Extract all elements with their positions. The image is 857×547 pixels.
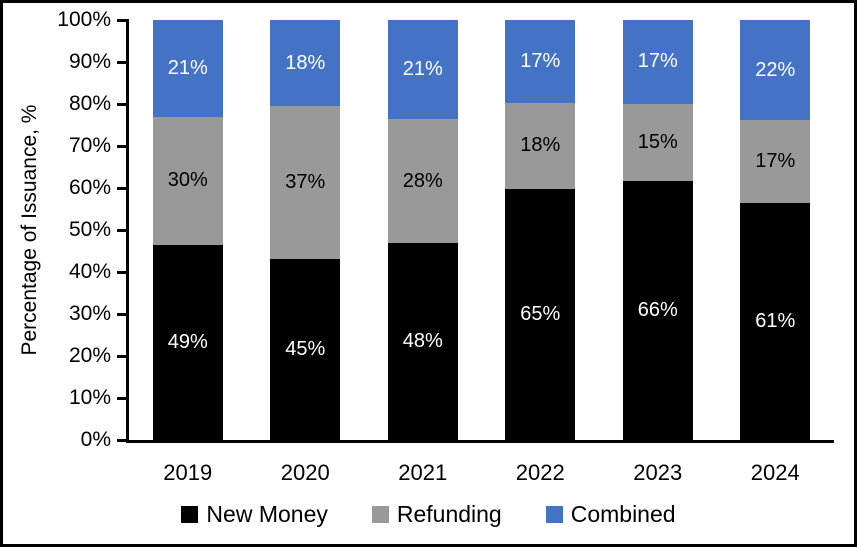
y-tick-mark [117, 102, 126, 106]
x-tick-label-2023: 2023 [633, 460, 683, 485]
bar-segment-label: 21% [402, 58, 443, 80]
bar-segment-2022-combined: 17% [505, 19, 576, 103]
bar-segment-2023-combined: 17% [622, 20, 693, 104]
legend-item-new-money: New Money [181, 500, 328, 528]
bar-slot-2022: 65% 18% 17% [482, 19, 600, 440]
bar-segment-2022-refunding: 18% [505, 102, 576, 189]
y-tick-label: 20% [68, 344, 111, 367]
x-axis-line [126, 440, 834, 443]
bar-segment-label: 28% [402, 169, 443, 192]
x-tick-label-2021: 2021 [398, 460, 448, 485]
bar-segment-label: 22% [755, 58, 796, 81]
y-tick-label: 60% [68, 176, 111, 199]
bar-segment-2019-combined: 21% [152, 20, 223, 117]
x-axis-labels: 2019 2020 2021 2022 2023 2024 [129, 460, 834, 486]
bar-group-2019: 49% 30% 21% [152, 20, 223, 440]
bar-segment-label: 65% [520, 302, 561, 325]
bar-segment-2022-new-money: 65% [505, 188, 576, 440]
bar-segment-2020-combined: 18% [270, 19, 341, 107]
bar-segment-2023-new-money: 66% [622, 180, 693, 440]
y-tick-label: 30% [68, 302, 111, 325]
legend-item-combined: Combined [545, 500, 676, 528]
bar-segment-2021-new-money: 48% [387, 243, 458, 440]
bar-segment-2020-refunding: 37% [270, 106, 341, 260]
y-tick-mark [117, 396, 126, 400]
bars-container: 49% 30% 21% 45% 37% 18% 48% 28% 21% 65% 18% 17% 66% 1… [129, 19, 835, 440]
bar-slot-2020: 45% 37% 18% [247, 19, 365, 440]
bar-segment-2024-new-money: 61% [740, 202, 811, 440]
legend-marker-icon [371, 505, 389, 523]
bar-segment-label: 17% [755, 150, 796, 173]
bar-segment-label: 21% [167, 56, 208, 79]
y-tick-mark [117, 228, 126, 232]
bar-segment-label: 15% [637, 130, 678, 153]
bar-segment-2019-new-money: 49% [152, 245, 223, 440]
bar-segment-label: 48% [402, 330, 443, 353]
y-tick-label: 90% [68, 50, 111, 73]
bar-segment-label: 18% [520, 134, 561, 157]
y-tick-label: 100% [57, 8, 111, 31]
y-tick-mark [117, 312, 126, 316]
y-tick-mark [117, 18, 126, 22]
x-tick-label-2019: 2019 [163, 460, 213, 485]
bar-segment-2023-refunding: 15% [622, 103, 693, 181]
bar-slot-2021: 48% 28% 21% [364, 20, 482, 440]
bar-segment-label: 61% [755, 309, 796, 332]
bar-segment-label: 30% [167, 169, 208, 192]
y-tick-label: 40% [68, 260, 111, 283]
bar-group-2022: 65% 18% 17% [505, 19, 576, 440]
bar-segment-label: 18% [285, 51, 326, 74]
bar-slot-2023: 66% 15% 17% [599, 20, 717, 440]
bar-segment-2024-combined: 22% [740, 20, 811, 121]
bar-segment-2024-refunding: 17% [740, 120, 811, 203]
y-tick-label: 0% [80, 428, 111, 451]
x-tick-label-2020: 2020 [280, 460, 330, 485]
y-tick-label: 70% [68, 134, 111, 157]
bar-segment-2021-combined: 21% [387, 20, 458, 119]
bar-segment-label: 66% [637, 298, 678, 321]
bar-segment-label: 45% [285, 338, 326, 361]
bar-segment-label: 49% [167, 331, 208, 353]
y-tick-label: 50% [68, 218, 111, 241]
y-axis-line [126, 19, 129, 443]
bar-segment-label: 17% [637, 50, 678, 73]
plot-area: 0% 10% 20% 30% 40% 50% 60% 70% 80% 90% 100% 49% 30%… [57, 8, 835, 485]
legend-item-refunding: Refunding [371, 500, 502, 528]
y-axis-title: Percentage of Issuance, % [18, 104, 41, 356]
bar-slot-2024: 61% 17% 22% [717, 20, 835, 440]
bar-group-2023: 66% 15% 17% [622, 20, 693, 440]
bar-segment-label: 37% [285, 171, 326, 194]
bar-group-2024: 61% 17% 22% [740, 20, 811, 440]
y-tick-mark [117, 438, 126, 442]
y-tick-label: 10% [68, 386, 111, 409]
legend-label: Combined [570, 500, 676, 527]
x-tick-label-2024: 2024 [750, 460, 800, 485]
legend-label: New Money [206, 500, 328, 527]
y-tick-mark [117, 144, 126, 148]
legend-marker-icon [181, 505, 199, 523]
y-tick-label: 80% [68, 92, 111, 115]
bar-segment-label: 17% [520, 49, 561, 72]
bar-group-2020: 45% 37% 18% [270, 19, 341, 440]
y-tick-mark [117, 186, 126, 190]
legend-marker-icon [545, 505, 563, 523]
bar-group-2021: 48% 28% 21% [387, 20, 458, 440]
chart-legend: New Money Refunding Combined [3, 498, 854, 530]
bar-segment-2020-new-money: 45% [270, 259, 341, 440]
y-tick-mark [117, 60, 126, 64]
bar-slot-2019: 49% 30% 21% [129, 20, 247, 440]
legend-label: Refunding [396, 500, 502, 527]
x-tick-label-2022: 2022 [515, 460, 565, 485]
y-tick-mark [117, 354, 126, 358]
bar-segment-2019-refunding: 30% [152, 116, 223, 246]
bar-segment-2021-refunding: 28% [387, 119, 458, 244]
y-tick-mark [117, 270, 126, 274]
